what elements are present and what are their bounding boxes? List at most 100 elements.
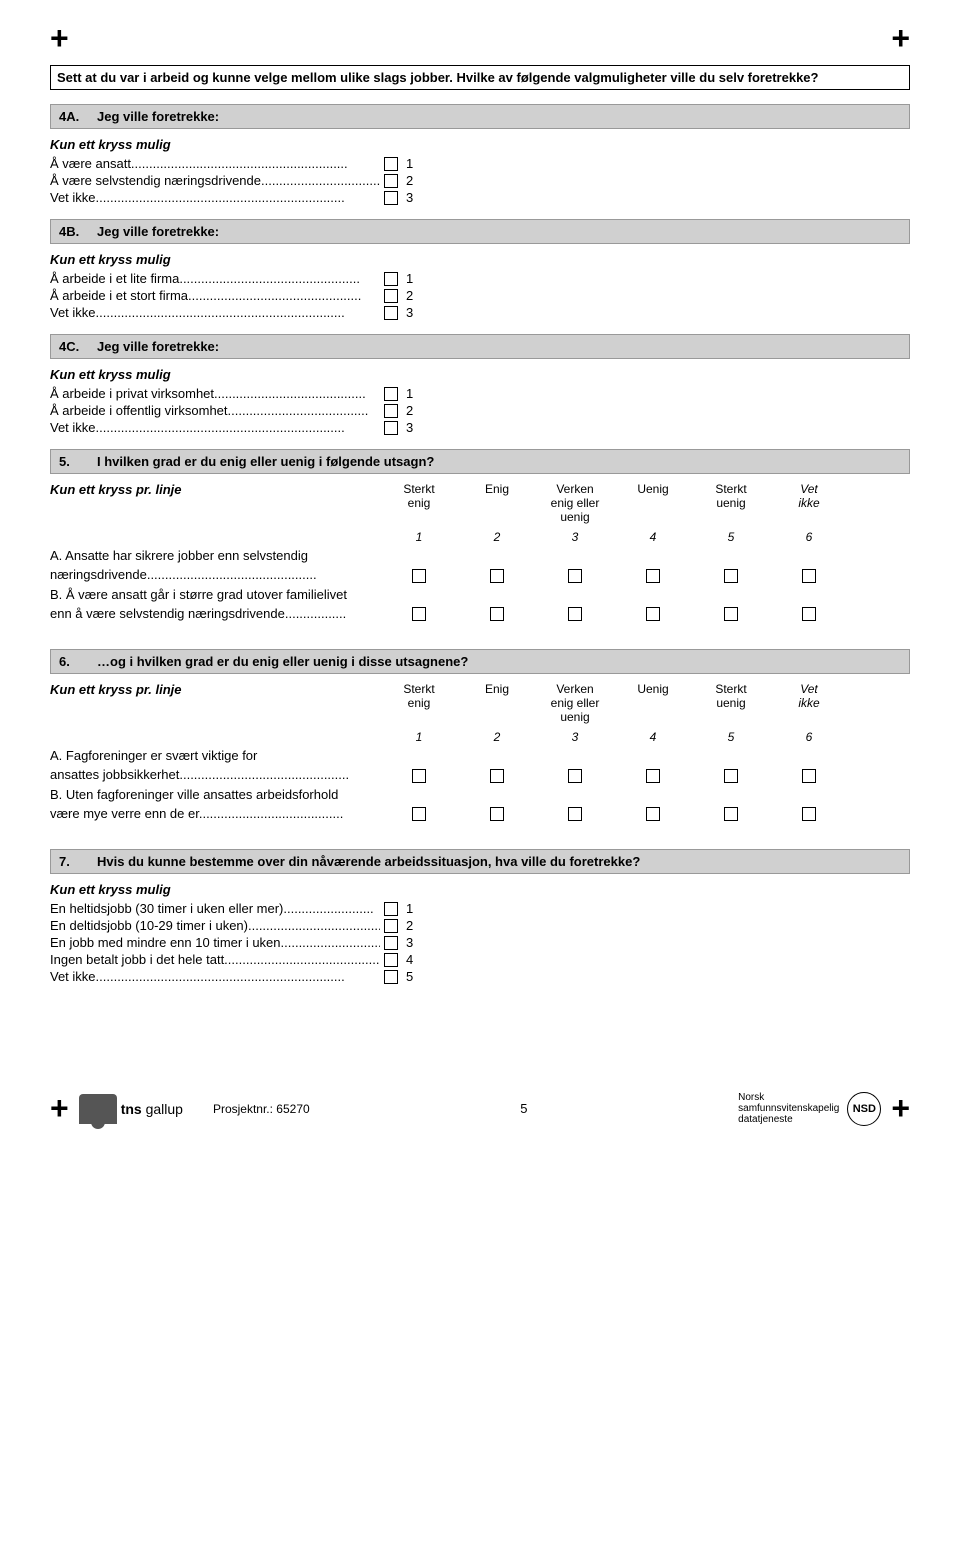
checkbox[interactable]	[384, 191, 398, 205]
q4c-num: 4C.	[59, 339, 97, 354]
checkbox[interactable]	[802, 807, 816, 821]
checkbox[interactable]	[412, 607, 426, 621]
option-number: 4	[406, 952, 413, 967]
q4a-title: Jeg ville foretrekke:	[97, 109, 219, 124]
matrix-col-header: Vetikke	[770, 682, 848, 724]
q7-instruction: Kun ett kryss mulig	[50, 882, 910, 897]
matrix-col-number: 3	[536, 530, 614, 544]
matrix-row-line1: B. Å være ansatt går i større grad utove…	[50, 587, 910, 602]
matrix-col-header: Sterktuenig	[692, 682, 770, 724]
checkbox[interactable]	[384, 157, 398, 171]
checkbox[interactable]	[384, 902, 398, 916]
q7-num: 7.	[59, 854, 97, 869]
checkbox[interactable]	[384, 387, 398, 401]
q7-option: En jobb med mindre enn 10 timer i uken..…	[50, 935, 910, 950]
checkbox[interactable]	[646, 607, 660, 621]
checkbox[interactable]	[384, 421, 398, 435]
q5-num: 5.	[59, 454, 97, 469]
matrix-col-header: Verkenenig elleruenig	[536, 482, 614, 524]
option-number: 3	[406, 305, 413, 320]
q6-num-row: 123456	[50, 730, 910, 744]
checkbox[interactable]	[384, 919, 398, 933]
checkbox[interactable]	[724, 807, 738, 821]
matrix-col-number: 6	[770, 530, 848, 544]
q4a-option: Å være ansatt...........................…	[50, 156, 910, 171]
checkbox[interactable]	[646, 569, 660, 583]
q4b-title: Jeg ville foretrekke:	[97, 224, 219, 239]
checkbox[interactable]	[412, 807, 426, 821]
matrix-row: enn å være selvstendig næringsdrivende..…	[50, 606, 910, 622]
q6-col-head: Kun ett kryss pr. linje SterktenigEnigVe…	[50, 682, 910, 724]
cross-icon: +	[891, 20, 910, 57]
q5-title: I hvilken grad er du enig eller uenig i …	[97, 454, 434, 469]
option-number: 2	[406, 918, 413, 933]
option-number: 1	[406, 156, 413, 171]
matrix-row-line1: A. Ansatte har sikrere jobber enn selvst…	[50, 548, 910, 563]
checkbox[interactable]	[802, 569, 816, 583]
checkbox[interactable]	[412, 569, 426, 583]
option-label: Vet ikke................................…	[50, 190, 380, 205]
checkbox[interactable]	[802, 607, 816, 621]
q5-col-head: Kun ett kryss pr. linje SterktenigEnigVe…	[50, 482, 910, 524]
matrix-row-label: B. Å være ansatt går i større grad utove…	[50, 587, 380, 602]
checkbox[interactable]	[724, 569, 738, 583]
q4a-option: Å være selvstendig næringsdrivende......…	[50, 173, 910, 188]
checkbox[interactable]	[724, 607, 738, 621]
checkbox[interactable]	[568, 607, 582, 621]
option-number: 3	[406, 190, 413, 205]
nsd-logo: Norsk samfunnsvitenskapelig datatjeneste…	[738, 1092, 881, 1126]
checkbox[interactable]	[384, 953, 398, 967]
checkbox[interactable]	[384, 174, 398, 188]
q4b-option: Vet ikke................................…	[50, 305, 910, 320]
q4b-header: 4B. Jeg ville foretrekke:	[50, 219, 910, 244]
checkbox[interactable]	[724, 769, 738, 783]
option-label: Vet ikke................................…	[50, 305, 380, 320]
matrix-row-label: være mye verre enn de er................…	[50, 806, 380, 821]
checkbox[interactable]	[802, 769, 816, 783]
checkbox[interactable]	[412, 769, 426, 783]
q4b-option: Å arbeide i et stort firma..............…	[50, 288, 910, 303]
option-number: 1	[406, 901, 413, 916]
checkbox[interactable]	[568, 569, 582, 583]
nsd-circle-icon: NSD	[847, 1092, 881, 1126]
q6-instruction: Kun ett kryss pr. linje	[50, 682, 380, 724]
matrix-col-number: 1	[380, 530, 458, 544]
option-number: 5	[406, 969, 413, 984]
matrix-row: næringsdrivende.........................…	[50, 567, 910, 583]
matrix-col-header: Enig	[458, 482, 536, 524]
q5-num-row: 123456	[50, 530, 910, 544]
checkbox[interactable]	[384, 272, 398, 286]
matrix-row-label: A. Fagforeninger er svært viktige for	[50, 748, 380, 763]
checkbox[interactable]	[646, 769, 660, 783]
checkbox[interactable]	[490, 607, 504, 621]
matrix-col-header: Vetikke	[770, 482, 848, 524]
option-label: En heltidsjobb (30 timer i uken eller me…	[50, 901, 380, 916]
checkbox[interactable]	[384, 404, 398, 418]
matrix-col-header: Uenig	[614, 682, 692, 724]
q4c-option: Vet ikke................................…	[50, 420, 910, 435]
cross-icon: +	[891, 1090, 910, 1127]
matrix-row-label: enn å være selvstendig næringsdrivende..…	[50, 606, 380, 621]
checkbox[interactable]	[490, 769, 504, 783]
checkbox[interactable]	[490, 569, 504, 583]
matrix-row: ansattes jobbsikkerhet..................…	[50, 767, 910, 783]
matrix-col-number: 2	[458, 730, 536, 744]
checkbox[interactable]	[384, 970, 398, 984]
checkbox[interactable]	[490, 807, 504, 821]
option-label: Å arbeide i offentlig virksomhet........…	[50, 403, 380, 418]
checkbox[interactable]	[384, 936, 398, 950]
option-number: 1	[406, 271, 413, 286]
matrix-col-header: Sterktenig	[380, 682, 458, 724]
checkbox[interactable]	[384, 289, 398, 303]
matrix-row-label: ansattes jobbsikkerhet..................…	[50, 767, 380, 782]
checkbox[interactable]	[646, 807, 660, 821]
q5-instruction: Kun ett kryss pr. linje	[50, 482, 380, 524]
q4c-option: Å arbeide i privat virksomhet...........…	[50, 386, 910, 401]
checkbox[interactable]	[384, 306, 398, 320]
checkbox[interactable]	[568, 807, 582, 821]
option-label: Å arbeide i et stort firma..............…	[50, 288, 380, 303]
matrix-col-number: 1	[380, 730, 458, 744]
checkbox[interactable]	[568, 769, 582, 783]
option-label: Vet ikke................................…	[50, 969, 380, 984]
q4c-option: Å arbeide i offentlig virksomhet........…	[50, 403, 910, 418]
